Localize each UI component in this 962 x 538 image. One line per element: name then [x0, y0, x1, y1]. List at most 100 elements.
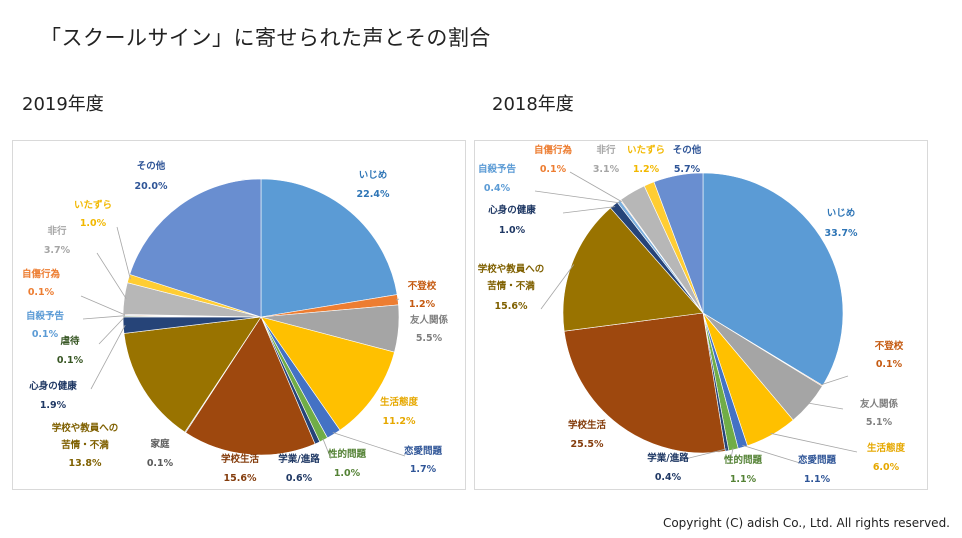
- pie-slice-10: [123, 316, 262, 433]
- value-label-17: 20.0%: [135, 181, 168, 192]
- category-label-2: 不登校: [875, 340, 904, 352]
- category-label-5: 恋愛問題: [404, 445, 443, 457]
- value-label-5: 1.7%: [410, 464, 437, 475]
- leader-line-5: [332, 432, 406, 457]
- category-label-12: 虐待: [60, 335, 80, 347]
- leader-line-2: [395, 298, 400, 301]
- category-label-13: 非行: [596, 144, 616, 156]
- value-label-12: 0.1%: [57, 355, 84, 366]
- category-label-17: その他: [137, 160, 166, 172]
- value-label-15: 5.7%: [674, 164, 701, 175]
- category-label-16: いたずら: [74, 199, 112, 211]
- category-label-13: 自殺予告: [26, 310, 65, 322]
- value-label-15: 3.7%: [44, 245, 71, 256]
- leader-line-6: [729, 447, 734, 464]
- value-label-10: 13.8%: [69, 458, 102, 469]
- value-label-3: 5.5%: [416, 333, 443, 344]
- leader-line-15: [96, 252, 127, 299]
- pie-slice-15: [653, 172, 704, 314]
- category-label-9: 学校や教員への苦情・不満: [478, 263, 545, 292]
- value-label-10: 1.0%: [499, 225, 526, 236]
- category-label-2: 不登校: [408, 280, 437, 292]
- leader-line-13: [82, 315, 126, 320]
- value-label-3: 5.1%: [866, 417, 893, 428]
- value-label-12: 0.1%: [540, 164, 567, 175]
- leader-line-4: [770, 432, 858, 453]
- category-label-3: 友人関係: [409, 314, 449, 326]
- value-label-7: 0.4%: [655, 472, 682, 483]
- value-label-13: 0.1%: [32, 329, 59, 340]
- chart-panel-2019: いじめ 22.4% 不登校 1.2% 友人関係 5.5% 生活態度 11.2% 恋愛問題 1.7%…: [12, 140, 466, 490]
- leader-line-16: [116, 226, 131, 280]
- leader-line-3: [807, 402, 844, 410]
- value-label-4: 11.2%: [383, 416, 416, 427]
- category-label-1: いじめ: [827, 208, 856, 219]
- chart-title-2018: 2018年度: [492, 94, 574, 115]
- category-label-4: 生活態度: [867, 442, 906, 454]
- leader-line-11: [534, 190, 620, 204]
- leader-line-11: [90, 324, 126, 390]
- value-label-8: 15.6%: [224, 473, 257, 484]
- leader-line-6: [322, 438, 332, 460]
- category-label-12: 自傷行為: [534, 144, 573, 156]
- value-label-6: 1.1%: [730, 474, 757, 485]
- value-label-16: 1.0%: [80, 218, 107, 229]
- page-title: 「スクールサイン」に寄せられた声とその割合: [40, 26, 491, 50]
- leader-line-12: [98, 316, 126, 345]
- copyright-text: Copyright (C) adish Co., Ltd. All rights…: [662, 516, 950, 530]
- pie-slice-8: [185, 316, 316, 456]
- value-label-4: 6.0%: [873, 462, 900, 473]
- leader-line-7: [684, 448, 727, 460]
- value-label-8: 25.5%: [571, 439, 604, 450]
- category-label-6: 性的問題: [724, 454, 763, 466]
- category-label-6: 性的問題: [328, 448, 367, 460]
- category-label-14: いたずら: [627, 144, 665, 156]
- value-label-1: 22.4%: [357, 189, 390, 200]
- leader-line-10: [562, 206, 616, 214]
- value-label-14: 0.1%: [28, 287, 55, 298]
- pie-slice-4: [260, 316, 395, 431]
- value-label-14: 1.2%: [633, 164, 660, 175]
- value-label-5: 1.1%: [804, 474, 831, 485]
- leader-line-5: [742, 444, 801, 464]
- value-label-9: 15.6%: [495, 301, 528, 312]
- value-label-1: 33.7%: [825, 228, 858, 239]
- category-label-1: いじめ: [359, 170, 388, 181]
- category-label-3: 友人関係: [859, 398, 899, 410]
- value-label-7: 0.6%: [286, 473, 313, 484]
- category-label-11: 自殺予告: [478, 163, 517, 175]
- pie-chart-2018: いじめ 33.7% 不登校 0.1% 友人関係 5.1% 生活態度 6.0% 恋愛問題 1.1% 性…: [478, 144, 906, 485]
- category-label-10: 心身の健康: [488, 204, 536, 216]
- value-label-6: 1.0%: [334, 468, 361, 479]
- category-label-15: 非行: [47, 225, 67, 237]
- leader-line-9: [540, 264, 575, 310]
- value-label-2: 0.1%: [876, 359, 903, 370]
- value-label-13: 3.1%: [593, 164, 620, 175]
- pie-slice-17: [129, 178, 262, 318]
- pie-slice-1: [260, 178, 398, 318]
- category-label-8: 学校生活: [568, 419, 607, 431]
- chart-title-2019: 2019年度: [22, 94, 104, 115]
- chart-panel-2018: いじめ 33.7% 不登校 0.1% 友人関係 5.1% 生活態度 6.0% 恋愛問題 1.1% 性…: [474, 140, 928, 490]
- leader-line-12: [569, 171, 622, 202]
- category-label-15: その他: [673, 144, 702, 156]
- category-label-7: 学業/進路: [278, 453, 320, 465]
- category-label-9: 家庭: [150, 438, 170, 450]
- category-label-14: 自傷行為: [22, 268, 61, 280]
- category-label-5: 恋愛問題: [798, 454, 837, 466]
- category-label-10: 学校や教員への苦情・不満: [52, 422, 119, 451]
- value-label-2: 1.2%: [409, 299, 436, 310]
- category-label-7: 学業/進路: [647, 452, 689, 464]
- pie-slice-9: [562, 207, 704, 332]
- category-label-8: 学校生活: [221, 453, 260, 465]
- pie-slice-8: [563, 312, 726, 454]
- pie-chart-2019: いじめ 22.4% 不登校 1.2% 友人関係 5.5% 生活態度 11.2% 恋愛問題 1.7%…: [22, 160, 449, 484]
- category-label-4: 生活態度: [380, 396, 419, 408]
- pie-slice-1: [702, 172, 844, 386]
- category-label-11: 心身の健康: [29, 380, 77, 392]
- value-label-11: 1.9%: [40, 400, 67, 411]
- leader-line-2: [820, 375, 849, 386]
- value-label-11: 0.4%: [484, 183, 511, 194]
- value-label-9: 0.1%: [147, 458, 174, 469]
- leader-line-14: [80, 295, 126, 316]
